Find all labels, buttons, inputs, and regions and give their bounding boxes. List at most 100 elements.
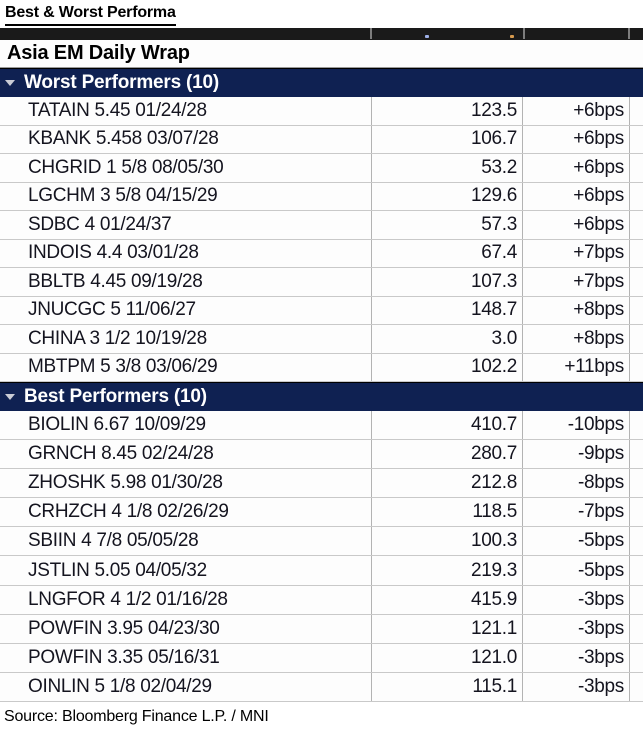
price-cell: 121.0 [372, 643, 523, 672]
table-row[interactable]: MBTPM 5 3/8 03/06/29 102.2 +11bps [0, 353, 643, 382]
bond-name-cell: SDBC 4 01/24/37 [0, 211, 372, 239]
trailing-empty-cell [630, 268, 643, 296]
table-row[interactable]: SDBC 4 01/24/37 57.3 +6bps [0, 211, 643, 240]
table-row[interactable]: SBIIN 4 7/8 05/05/28 100.3 -5bps [0, 527, 643, 557]
price-cell: 212.8 [372, 469, 523, 498]
bond-name-cell: POWFIN 3.95 04/23/30 [0, 614, 372, 643]
bond-name-cell: LNGFOR 4 1/2 01/16/28 [0, 585, 372, 614]
collapse-triangle-icon[interactable] [5, 80, 15, 86]
section-label: Best Performers (10) [24, 386, 207, 407]
table-row[interactable]: TATAIN 5.45 01/24/28 123.5 +6bps [0, 97, 643, 126]
change-bps-cell: -8bps [523, 469, 630, 498]
price-cell: 118.5 [372, 498, 523, 527]
trailing-empty-cell [630, 411, 643, 439]
trailing-empty-cell [630, 297, 643, 325]
change-bps-cell: -5bps [523, 527, 630, 556]
table-row[interactable]: POWFIN 3.35 05/16/31 121.0 -3bps [0, 643, 643, 673]
table-row[interactable]: GRNCH 8.45 02/24/28 280.7 -9bps [0, 440, 643, 470]
trailing-empty-cell [630, 354, 643, 382]
price-cell: 129.6 [372, 182, 523, 210]
column-divider [370, 28, 372, 39]
trailing-empty-cell [630, 97, 643, 125]
change-bps-cell: +6bps [523, 125, 630, 153]
table-row[interactable]: JNUCGC 5 11/06/27 148.7 +8bps [0, 296, 643, 325]
change-bps-cell: +8bps [523, 296, 630, 324]
trailing-empty-cell [630, 556, 643, 584]
page-title: Best & Worst Performa [5, 4, 176, 26]
table-row[interactable]: INDOIS 4.4 03/01/28 67.4 +7bps [0, 239, 643, 268]
table-row[interactable]: JSTLIN 5.05 04/05/32 219.3 -5bps [0, 556, 643, 586]
price-cell: 53.2 [372, 154, 523, 182]
trailing-empty-cell [630, 440, 643, 468]
collapse-triangle-icon[interactable] [5, 394, 15, 400]
bond-name-cell: JSTLIN 5.05 04/05/32 [0, 556, 372, 585]
table-title-row: Asia EM Daily Wrap [0, 40, 643, 68]
price-cell: 410.7 [372, 411, 523, 440]
price-cell: 67.4 [372, 239, 523, 267]
trailing-empty-cell [630, 673, 643, 701]
table-row[interactable]: LGCHM 3 5/8 04/15/29 129.6 +6bps [0, 182, 643, 211]
change-bps-cell: -7bps [523, 498, 630, 527]
table-row[interactable]: KBANK 5.458 03/07/28 106.7 +6bps [0, 125, 643, 154]
price-cell: 100.3 [372, 527, 523, 556]
bond-name-cell: CHINA 3 1/2 10/19/28 [0, 325, 372, 353]
bond-name-cell: POWFIN 3.35 05/16/31 [0, 643, 372, 672]
bond-name-cell: GRNCH 8.45 02/24/28 [0, 440, 372, 469]
change-bps-cell: -3bps [523, 643, 630, 672]
column-divider [523, 28, 525, 39]
cutoff-column-header-strip [0, 28, 643, 40]
change-bps-cell: +8bps [523, 325, 630, 353]
change-bps-cell: +7bps [523, 239, 630, 267]
table-row[interactable]: OINLIN 5 1/8 02/04/29 115.1 -3bps [0, 672, 643, 702]
trailing-empty-cell [630, 154, 643, 182]
section-header-worst-performers[interactable]: Worst Performers (10) [0, 68, 643, 97]
price-cell: 106.7 [372, 125, 523, 153]
table-row[interactable]: CHGRID 1 5/8 08/05/30 53.2 +6bps [0, 154, 643, 183]
cutoff-header-glyph [510, 35, 514, 38]
trailing-empty-cell [630, 325, 643, 353]
trailing-empty-cell [630, 644, 643, 672]
change-bps-cell: -3bps [523, 672, 630, 701]
table-row[interactable]: ZHOSHK 5.98 01/30/28 212.8 -8bps [0, 469, 643, 499]
source-attribution: Source: Bloomberg Finance L.P. / MNI [4, 708, 269, 725]
bond-name-cell: BBLTB 4.45 09/19/28 [0, 268, 372, 296]
change-bps-cell: -3bps [523, 614, 630, 643]
change-bps-cell: +6bps [523, 211, 630, 239]
bond-name-cell: CRHZCH 4 1/8 02/26/29 [0, 498, 372, 527]
price-cell: 115.1 [372, 672, 523, 701]
price-cell: 123.5 [372, 97, 523, 125]
price-cell: 3.0 [372, 325, 523, 353]
change-bps-cell: +6bps [523, 97, 630, 125]
price-cell: 415.9 [372, 585, 523, 614]
title-bar: Best & Worst Performa [0, 0, 643, 26]
bond-name-cell: OINLIN 5 1/8 02/04/29 [0, 672, 372, 701]
section-header-best-performers[interactable]: Best Performers (10) [0, 382, 643, 411]
change-bps-cell: -5bps [523, 556, 630, 585]
table-row[interactable]: CHINA 3 1/2 10/19/28 3.0 +8bps [0, 325, 643, 354]
trailing-empty-cell [630, 240, 643, 268]
bond-name-cell: TATAIN 5.45 01/24/28 [0, 97, 372, 125]
bond-name-cell: KBANK 5.458 03/07/28 [0, 125, 372, 153]
table-row[interactable]: BBLTB 4.45 09/19/28 107.3 +7bps [0, 268, 643, 297]
table-row[interactable]: CRHZCH 4 1/8 02/26/29 118.5 -7bps [0, 498, 643, 528]
bond-name-cell: INDOIS 4.4 03/01/28 [0, 239, 372, 267]
change-bps-cell: -10bps [523, 411, 630, 440]
price-cell: 102.2 [372, 353, 523, 381]
trailing-empty-cell [630, 527, 643, 555]
price-cell: 148.7 [372, 296, 523, 324]
trailing-empty-cell [630, 498, 643, 526]
table-title: Asia EM Daily Wrap [7, 42, 190, 64]
table-row[interactable]: BIOLIN 6.67 10/09/29 410.7 -10bps [0, 411, 643, 441]
trailing-empty-cell [630, 211, 643, 239]
change-bps-cell: +7bps [523, 268, 630, 296]
bond-name-cell: JNUCGC 5 11/06/27 [0, 296, 372, 324]
table-row[interactable]: POWFIN 3.95 04/23/30 121.1 -3bps [0, 614, 643, 644]
column-divider [628, 28, 630, 39]
price-cell: 121.1 [372, 614, 523, 643]
table-row[interactable]: LNGFOR 4 1/2 01/16/28 415.9 -3bps [0, 585, 643, 615]
change-bps-cell: -3bps [523, 585, 630, 614]
change-bps-cell: +6bps [523, 154, 630, 182]
trailing-empty-cell [630, 615, 643, 643]
trailing-empty-cell [630, 586, 643, 614]
